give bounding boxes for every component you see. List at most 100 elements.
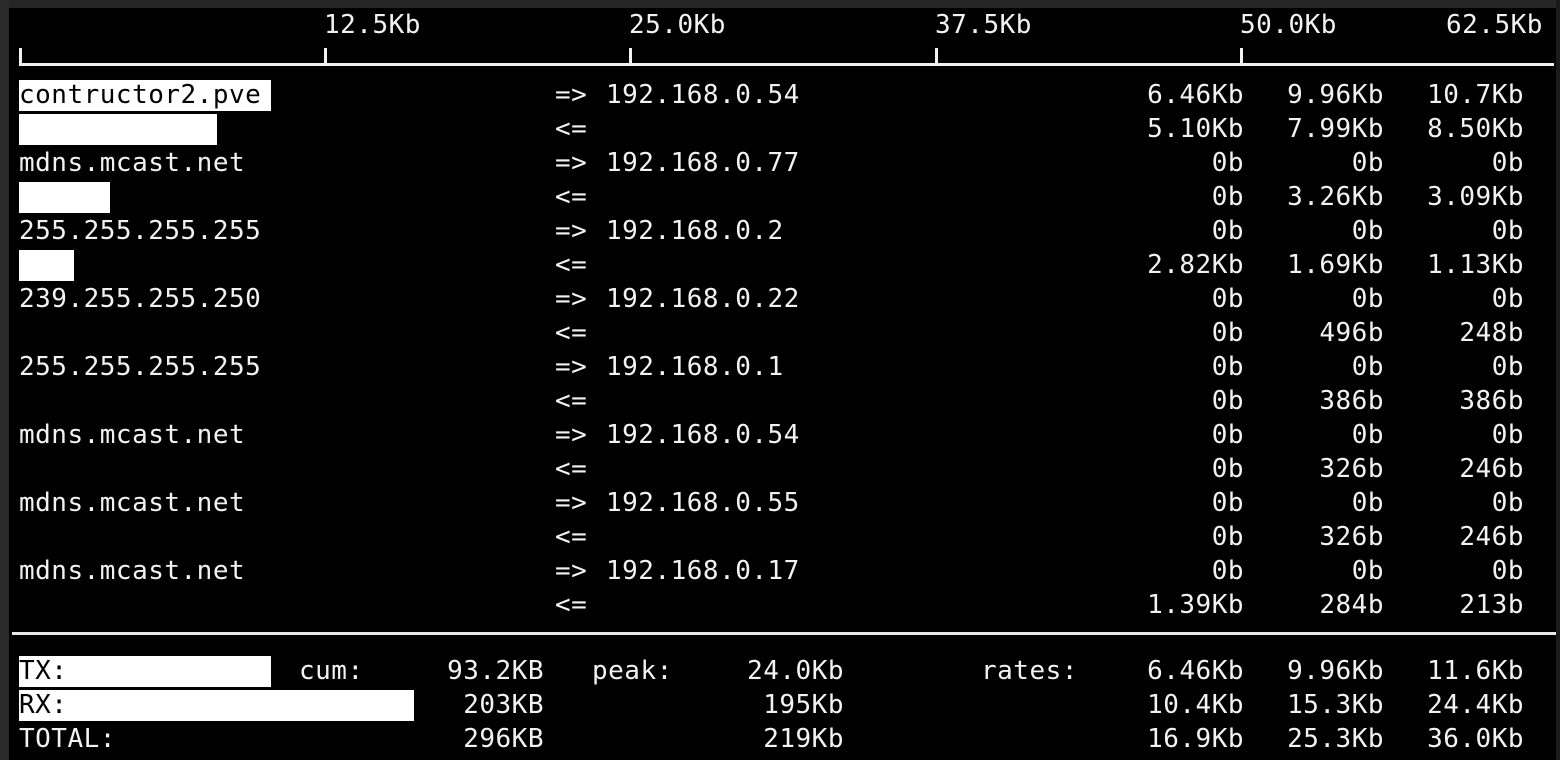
total-label: TOTAL: [19, 724, 116, 754]
tx-rate-40s: 0b [1491, 352, 1524, 382]
rx-bar [19, 250, 74, 281]
rx-rate-40s: 246b [1459, 454, 1524, 484]
send-line: mdns.mcast.net => 192.168.0.17 0b 0b 0b [9, 554, 1556, 588]
send-arrow-icon: => [555, 352, 588, 382]
peer-address: 192.168.0.54 [606, 420, 800, 450]
total-rate-10s: 25.3Kb [1287, 724, 1384, 754]
tx-rate-10s: 0b [1351, 488, 1384, 518]
rx-rate-10s: 496b [1319, 318, 1384, 348]
rx-total-bar [19, 690, 414, 721]
axis-tick-37_5Kb [935, 48, 938, 66]
recv-line: <= 1.39Kb 284b 213b [9, 588, 1556, 622]
rx-label: RX: [19, 690, 68, 720]
recv-arrow-icon: <= [555, 182, 588, 212]
rx-rate-10s: 326b [1319, 454, 1384, 484]
scale-label-37_5Kb: 37.5Kb [935, 10, 1032, 40]
send-line: 255.255.255.255 => 192.168.0.1 0b 0b 0b [9, 350, 1556, 384]
connection-row[interactable]: contructor2.pve => 192.168.0.54 6.46Kb 9… [9, 78, 1556, 146]
peak-label: peak: [592, 656, 673, 686]
connection-row[interactable]: mdns.mcast.net => 192.168.0.55 0b 0b 0b … [9, 486, 1556, 554]
peer-address: 192.168.0.2 [606, 216, 784, 246]
rx-total-rate-40s: 24.4Kb [1427, 690, 1524, 720]
send-line: mdns.mcast.net => 192.168.0.54 0b 0b 0b [9, 418, 1556, 452]
send-arrow-icon: => [555, 216, 588, 246]
rx-rate-2s: 2.82Kb [1147, 250, 1244, 280]
rx-rate-10s: 1.69Kb [1287, 250, 1384, 280]
tx-rate-2s: 6.46Kb [1147, 80, 1244, 110]
summary-row-tx: TX: cum: 93.2KB peak: 24.0Kb rates: 6.46… [9, 654, 1556, 688]
connection-row[interactable]: mdns.mcast.net => 192.168.0.77 0b 0b 0b … [9, 146, 1556, 214]
scale-label-62_5Kb: 62.5Kb [1446, 10, 1543, 40]
host-name: contructor2.pve [19, 80, 262, 110]
tx-rate-40s: 0b [1491, 216, 1524, 246]
send-line: 239.255.255.250 => 192.168.0.22 0b 0b 0b [9, 282, 1556, 316]
tx-rate-2s: 0b [1211, 284, 1244, 314]
host-name: 255.255.255.255 [19, 216, 262, 246]
send-arrow-icon: => [555, 80, 588, 110]
rx-total-rate-2s: 10.4Kb [1147, 690, 1244, 720]
send-arrow-icon: => [555, 284, 588, 314]
window-left-border [0, 0, 9, 760]
peer-address: 192.168.0.55 [606, 488, 800, 518]
tx-rate-10s: 0b [1351, 420, 1384, 450]
recv-line: <= 0b 386b 386b [9, 384, 1556, 418]
summary-row-rx: RX: 203KB 195Kb 10.4Kb 15.3Kb 24.4Kb [9, 688, 1556, 722]
tx-label: TX: [19, 656, 68, 686]
rx-rate-2s: 0b [1211, 386, 1244, 416]
axis-tick-25_0Kb [629, 48, 632, 66]
rx-peak-value: 195Kb [763, 690, 844, 720]
recv-line: <= 5.10Kb 7.99Kb 8.50Kb [9, 112, 1556, 146]
total-rate-2s: 16.9Kb [1147, 724, 1244, 754]
peer-address: 192.168.0.54 [606, 80, 800, 110]
connection-row[interactable]: mdns.mcast.net => 192.168.0.54 0b 0b 0b … [9, 418, 1556, 486]
tx-rate-40s: 0b [1491, 420, 1524, 450]
rx-rate-2s: 0b [1211, 182, 1244, 212]
connection-row[interactable]: mdns.mcast.net => 192.168.0.17 0b 0b 0b … [9, 554, 1556, 622]
summary-row-total: TOTAL: 296KB 219Kb 16.9Kb 25.3Kb 36.0Kb [9, 722, 1556, 756]
recv-line: <= 0b 496b 248b [9, 316, 1556, 350]
tx-bar [19, 80, 271, 111]
send-line: mdns.mcast.net => 192.168.0.55 0b 0b 0b [9, 486, 1556, 520]
tx-rate-40s: 0b [1491, 284, 1524, 314]
scale-label-25_0Kb: 25.0Kb [629, 10, 726, 40]
host-name: mdns.mcast.net [19, 488, 246, 518]
connection-row[interactable]: 255.255.255.255 => 192.168.0.2 0b 0b 0b … [9, 214, 1556, 282]
peer-address: 192.168.0.22 [606, 284, 800, 314]
tx-total-rate-40s: 11.6Kb [1427, 656, 1524, 686]
rx-rate-2s: 0b [1211, 522, 1244, 552]
send-line: 255.255.255.255 => 192.168.0.2 0b 0b 0b [9, 214, 1556, 248]
rx-rate-40s: 386b [1459, 386, 1524, 416]
tx-rate-2s: 0b [1211, 148, 1244, 178]
window-top-border [0, 0, 1560, 8]
rx-rate-10s: 326b [1319, 522, 1384, 552]
peer-address: 192.168.0.17 [606, 556, 800, 586]
connection-row[interactable]: 239.255.255.250 => 192.168.0.22 0b 0b 0b… [9, 282, 1556, 350]
connection-row[interactable]: 255.255.255.255 => 192.168.0.1 0b 0b 0b … [9, 350, 1556, 418]
rx-rate-40s: 248b [1459, 318, 1524, 348]
cum-label: cum: [299, 656, 364, 686]
recv-arrow-icon: <= [555, 386, 588, 416]
total-rate-40s: 36.0Kb [1427, 724, 1524, 754]
axis-tick-50_0Kb [1240, 48, 1243, 66]
host-name: mdns.mcast.net [19, 556, 246, 586]
tx-peak-value: 24.0Kb [747, 656, 844, 686]
iftop-screen: 12.5Kb 25.0Kb 37.5Kb 50.0Kb 62.5Kb contr… [9, 8, 1556, 760]
tx-rate-10s: 0b [1351, 556, 1384, 586]
rx-rate-40s: 246b [1459, 522, 1524, 552]
tx-rate-10s: 0b [1351, 148, 1384, 178]
rx-rate-2s: 0b [1211, 318, 1244, 348]
host-name: mdns.mcast.net [19, 148, 246, 178]
scale-label-12_5Kb: 12.5Kb [324, 10, 421, 40]
axis-tick-origin [19, 48, 22, 66]
rx-bar [19, 182, 110, 213]
recv-line: <= 0b 326b 246b [9, 452, 1556, 486]
rx-cum-value: 203KB [463, 690, 544, 720]
axis-baseline [19, 63, 1554, 66]
peer-address: 192.168.0.77 [606, 148, 800, 178]
tx-rate-2s: 0b [1211, 216, 1244, 246]
tx-rate-2s: 0b [1211, 488, 1244, 518]
rx-bar [19, 114, 217, 145]
tx-rate-40s: 0b [1491, 556, 1524, 586]
host-name: 255.255.255.255 [19, 352, 262, 382]
tx-rate-40s: 10.7Kb [1427, 80, 1524, 110]
